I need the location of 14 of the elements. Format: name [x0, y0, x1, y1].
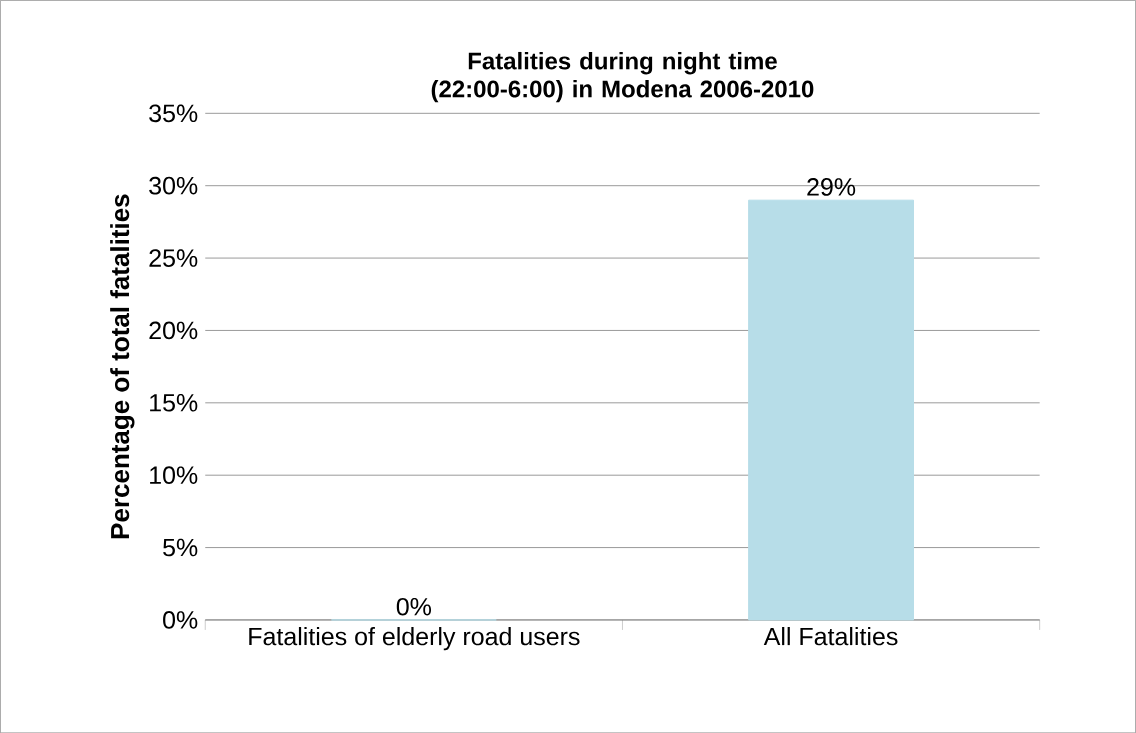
y-tick-label: 35% [149, 104, 198, 123]
y-tick-label: 0% [163, 611, 198, 629]
y-axis-title: Percentage of total fatalities [110, 194, 135, 539]
y-tick-label: 10% [150, 466, 198, 484]
data-label: 29% [807, 177, 856, 196]
y-tick-label: 15% [150, 393, 198, 412]
y-tick-label: 20% [149, 321, 198, 340]
data-label: 0% [396, 597, 432, 616]
y-tick-label: 25% [149, 249, 198, 267]
y-tick-label: 5% [163, 538, 198, 557]
x-tick-label: All Fatalities [763, 626, 898, 646]
y-tick-label: 30% [149, 176, 198, 195]
x-tick-label: Fatalities of elderly road users [249, 626, 580, 651]
chart-title: Fatalities during night time (22:00-6:00) in Modena 2006-2010 [431, 51, 814, 103]
